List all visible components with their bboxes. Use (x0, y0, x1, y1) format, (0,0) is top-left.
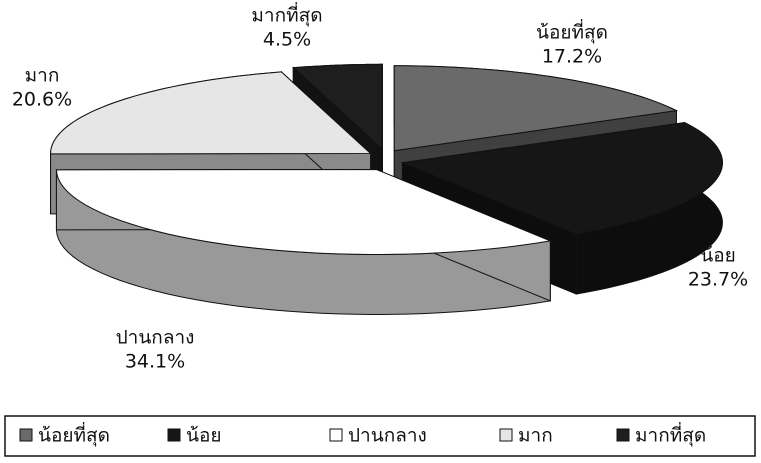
pie-slice (55, 168, 553, 315)
legend-label: น้อยที่สุด (38, 422, 110, 448)
legend-swatch (616, 428, 630, 442)
value-label: 17.2% (542, 46, 602, 68)
slice-label: น้อย (700, 245, 736, 267)
slice-top (393, 65, 679, 152)
slice-top (400, 122, 723, 235)
value-label: 23.7% (688, 269, 748, 291)
legend-box (4, 415, 756, 457)
legend-label: มาก (518, 425, 553, 447)
slice-label: มากที่สุด (251, 2, 322, 28)
slice-label: ปานกลาง (116, 327, 195, 349)
slice-top (50, 71, 372, 155)
slice-top (292, 63, 383, 151)
slice-top (55, 168, 553, 255)
value-label: 34.1% (125, 351, 185, 373)
legend-label: มากที่สุด (635, 422, 706, 448)
slice-label: มาก (25, 65, 60, 87)
value-label: 20.6% (12, 89, 72, 111)
legend-label: ปานกลาง (348, 425, 427, 447)
legend-swatch (19, 428, 33, 442)
legend-swatch (167, 428, 181, 442)
legend-label: น้อย (186, 425, 222, 447)
legend-swatch (499, 428, 513, 442)
slice-label: น้อยที่สุด (536, 19, 608, 45)
value-label: 4.5% (263, 29, 311, 51)
legend-swatch (329, 428, 343, 442)
